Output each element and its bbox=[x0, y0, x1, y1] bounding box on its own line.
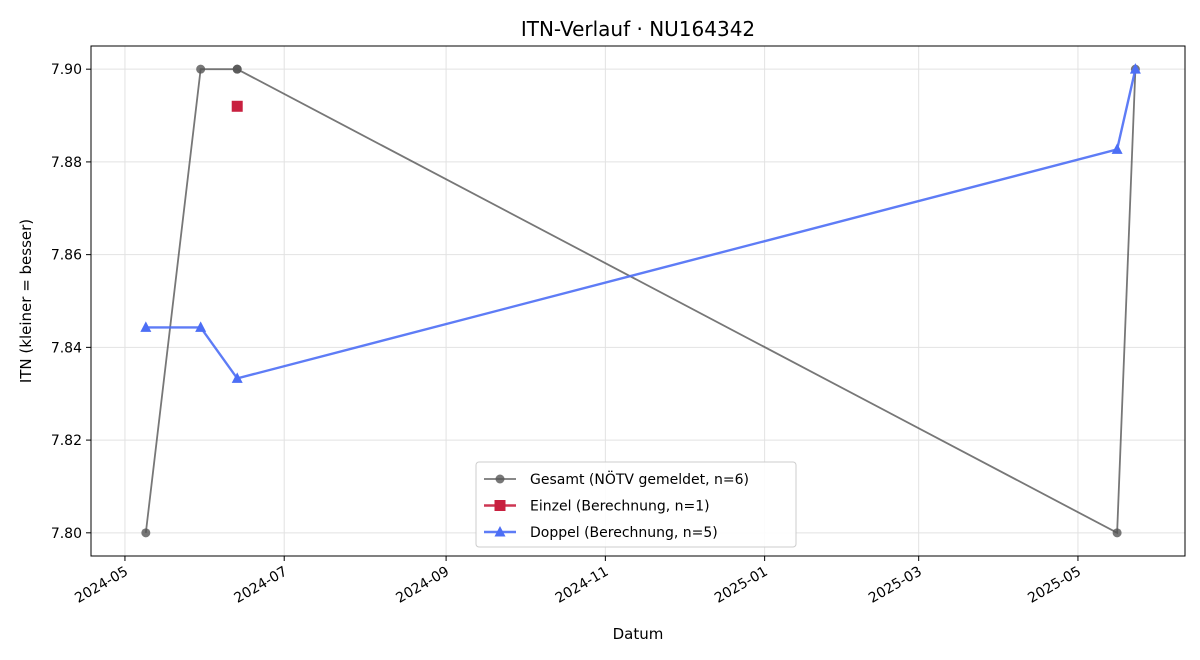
data-point bbox=[231, 100, 243, 112]
data-point bbox=[1112, 528, 1122, 538]
grid-lines bbox=[91, 46, 1185, 556]
x-axis-label: Datum bbox=[613, 625, 664, 643]
legend: Gesamt (NÖTV gemeldet, n=6) Einzel (Berec… bbox=[475, 461, 797, 548]
legend-marker bbox=[494, 526, 506, 537]
legend-box bbox=[475, 461, 797, 548]
y-tick-label: 7.82 bbox=[51, 433, 82, 449]
data-point bbox=[1129, 63, 1141, 74]
y-tick-label: 7.86 bbox=[51, 248, 82, 264]
y-tick-label: 7.88 bbox=[51, 155, 82, 171]
chart-title: ITN-Verlauf · NU164342 bbox=[521, 17, 755, 41]
y-tick-label: 7.84 bbox=[51, 340, 82, 356]
y-axis-label: ITN (kleiner = besser) bbox=[17, 219, 35, 383]
series-circle-group bbox=[141, 64, 1140, 538]
y-tick-label: 7.90 bbox=[51, 62, 82, 78]
legend-marker bbox=[495, 474, 505, 484]
series-triangle-group bbox=[140, 63, 1141, 383]
data-point bbox=[196, 64, 206, 74]
y-axis: 7.80 7.82 7.84 7.86 7.88 7.90 bbox=[51, 62, 91, 542]
data-point bbox=[141, 528, 151, 538]
plot-frame bbox=[90, 45, 1186, 557]
legend-label: Gesamt (NÖTV gemeldet, n=6) bbox=[530, 470, 749, 488]
legend-label: Einzel (Berechnung, n=1) bbox=[530, 499, 710, 515]
data-point bbox=[195, 321, 207, 332]
legend-marker bbox=[494, 500, 506, 511]
y-tick-label: 7.80 bbox=[51, 526, 82, 542]
series-layer bbox=[140, 63, 1141, 538]
data-point bbox=[1111, 143, 1123, 154]
series-square-group bbox=[231, 100, 243, 112]
data-point bbox=[140, 321, 152, 332]
data-point bbox=[232, 64, 242, 74]
data-point bbox=[231, 372, 243, 383]
legend-label: Doppel (Berechnung, n=5) bbox=[530, 525, 718, 541]
